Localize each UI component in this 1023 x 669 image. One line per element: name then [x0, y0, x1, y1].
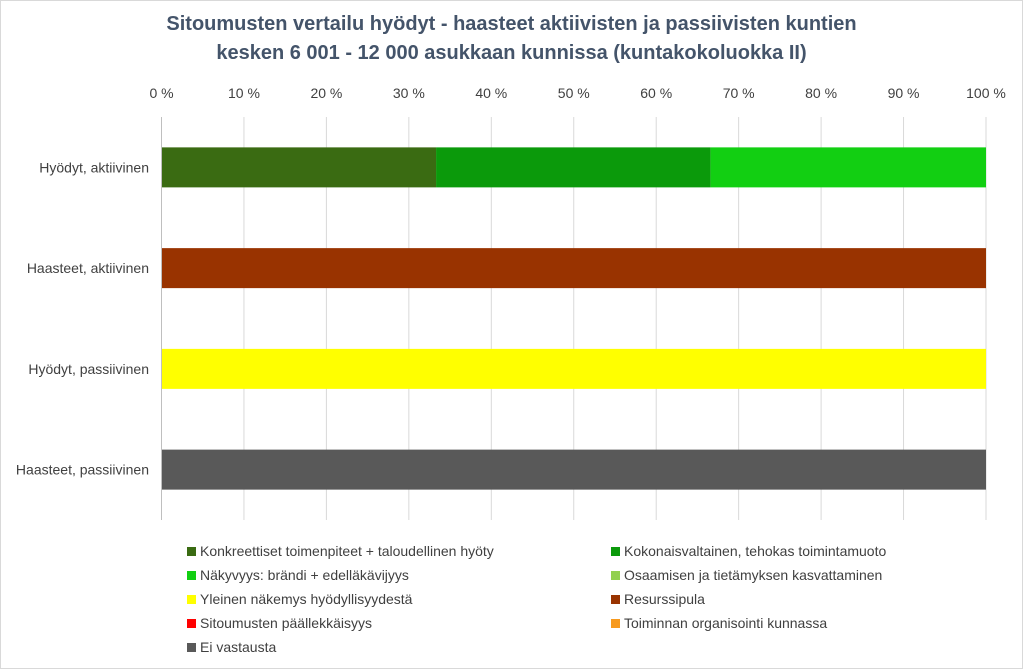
x-tick-label: 20 %	[310, 85, 342, 101]
legend-label: Sitoumusten päällekkäisyys	[200, 615, 372, 631]
legend-label: Ei vastausta	[200, 639, 277, 655]
legend-item: Sitoumusten päällekkäisyys	[187, 613, 372, 633]
legend-swatch	[187, 619, 196, 628]
y-category-label: Hyödyt, passiivinen	[28, 361, 149, 377]
x-tick-label: 40 %	[475, 85, 507, 101]
legend-label: Kokonaisvaltainen, tehokas toimintamuoto	[624, 543, 887, 559]
chart-title: Sitoumusten vertailu hyödyt - haasteet a…	[0, 10, 1023, 68]
bar-segment	[161, 449, 986, 490]
bar-segment	[710, 147, 986, 188]
legend-item: Ei vastausta	[187, 637, 276, 657]
x-tick-label: 0 %	[149, 85, 173, 101]
x-tick-label: 90 %	[888, 85, 920, 101]
x-tick-label: 70 %	[723, 85, 755, 101]
legend-item: Näkyvyys: brändi + edelläkävijyys	[187, 565, 409, 585]
x-tick-label: 10 %	[228, 85, 260, 101]
chart-title-line-1: Sitoumusten vertailu hyödyt - haasteet a…	[166, 13, 857, 35]
chart-title-line-2: kesken 6 001 - 12 000 asukkaan kunnissa …	[216, 42, 807, 64]
y-category-label: Haasteet, passiivinen	[16, 462, 149, 478]
x-tick-label: 100 %	[966, 85, 1006, 101]
x-tick-label: 30 %	[393, 85, 425, 101]
legend-swatch	[187, 595, 196, 604]
x-tick-label: 60 %	[640, 85, 672, 101]
legend-swatch	[187, 643, 196, 652]
legend-label: Resurssipula	[624, 591, 705, 607]
legend-swatch	[611, 547, 620, 556]
legend-item: Toiminnan organisointi kunnassa	[611, 613, 827, 633]
x-tick-label: 80 %	[805, 85, 837, 101]
legend-swatch	[187, 547, 196, 556]
bar-segment	[161, 147, 437, 188]
bar-segment	[161, 248, 986, 289]
legend-swatch	[611, 571, 620, 580]
y-category-label: Hyödyt, aktiivinen	[39, 159, 149, 175]
legend-label: Yleinen näkemys hyödyllisyydestä	[200, 591, 413, 607]
legend-item: Kokonaisvaltainen, tehokas toimintamuoto	[611, 541, 886, 561]
legend-label: Toiminnan organisointi kunnassa	[624, 615, 828, 631]
legend-swatch	[611, 595, 620, 604]
y-category-label: Haasteet, aktiivinen	[27, 260, 149, 276]
legend-item: Osaamisen ja tietämyksen kasvattaminen	[611, 565, 882, 585]
legend-label: Konkreettiset toimenpiteet + taloudellin…	[200, 543, 494, 559]
legend-swatch	[611, 619, 620, 628]
legend-item: Yleinen näkemys hyödyllisyydestä	[187, 589, 412, 609]
x-tick-label: 50 %	[558, 85, 590, 101]
legend-label: Näkyvyys: brändi + edelläkävijyys	[200, 567, 409, 583]
legend-label: Osaamisen ja tietämyksen kasvattaminen	[624, 567, 883, 583]
legend-item: Konkreettiset toimenpiteet + taloudellin…	[187, 541, 494, 561]
bar-segment	[436, 147, 711, 188]
legend-item: Resurssipula	[611, 589, 705, 609]
legend-swatch	[187, 571, 196, 580]
bar-segment	[161, 348, 986, 389]
